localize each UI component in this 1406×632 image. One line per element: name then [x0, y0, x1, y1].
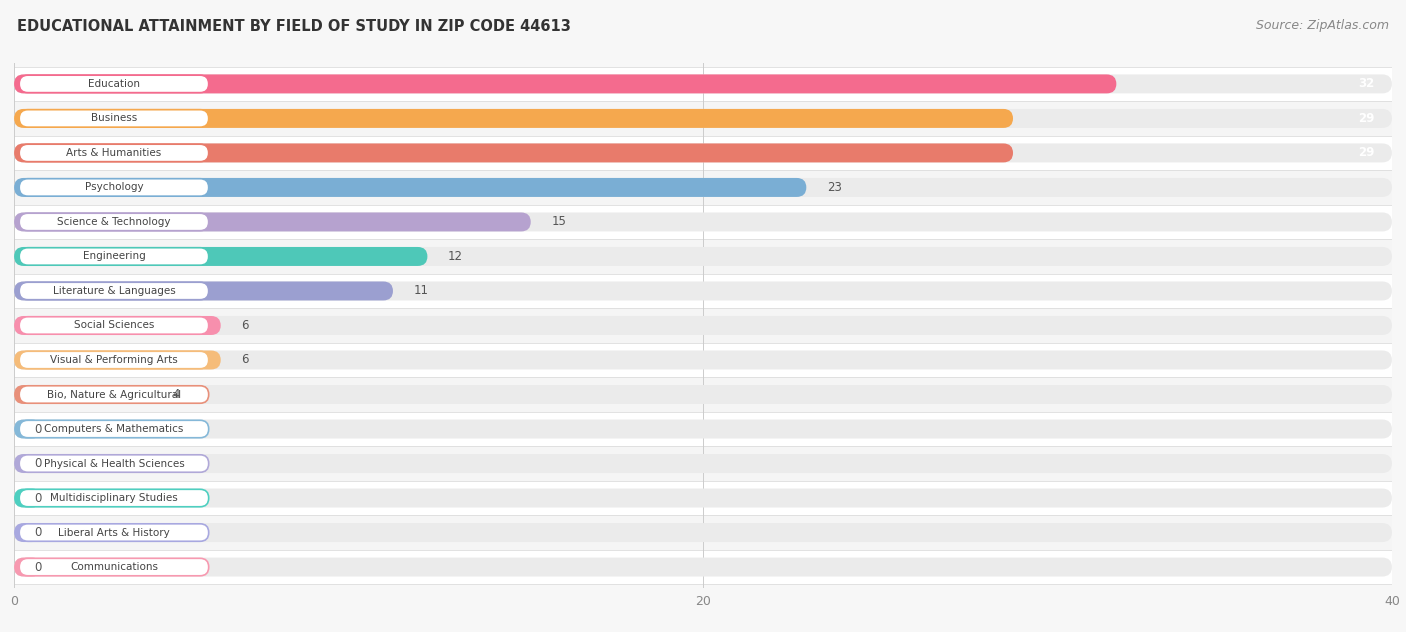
- FancyBboxPatch shape: [0, 481, 1406, 515]
- Text: Psychology: Psychology: [84, 183, 143, 192]
- Text: Social Sciences: Social Sciences: [73, 320, 155, 331]
- Text: 29: 29: [1358, 147, 1375, 159]
- Text: 4: 4: [173, 388, 180, 401]
- FancyBboxPatch shape: [14, 247, 1392, 266]
- FancyBboxPatch shape: [14, 75, 1392, 94]
- FancyBboxPatch shape: [20, 213, 208, 231]
- FancyBboxPatch shape: [14, 489, 1392, 507]
- FancyBboxPatch shape: [0, 66, 1406, 101]
- FancyBboxPatch shape: [20, 179, 208, 196]
- Text: Computers & Mathematics: Computers & Mathematics: [44, 424, 184, 434]
- Text: Communications: Communications: [70, 562, 157, 572]
- Text: 0: 0: [35, 423, 42, 435]
- FancyBboxPatch shape: [0, 239, 1406, 274]
- FancyBboxPatch shape: [14, 109, 1012, 128]
- FancyBboxPatch shape: [14, 489, 42, 507]
- FancyBboxPatch shape: [0, 136, 1406, 170]
- FancyBboxPatch shape: [20, 386, 208, 403]
- FancyBboxPatch shape: [14, 212, 1392, 231]
- Text: Physical & Health Sciences: Physical & Health Sciences: [44, 459, 184, 468]
- Text: Source: ZipAtlas.com: Source: ZipAtlas.com: [1256, 19, 1389, 32]
- FancyBboxPatch shape: [20, 248, 208, 265]
- FancyBboxPatch shape: [14, 351, 221, 370]
- Text: Science & Technology: Science & Technology: [58, 217, 170, 227]
- FancyBboxPatch shape: [20, 489, 208, 507]
- FancyBboxPatch shape: [20, 144, 208, 162]
- Text: Arts & Humanities: Arts & Humanities: [66, 148, 162, 158]
- FancyBboxPatch shape: [20, 317, 208, 334]
- FancyBboxPatch shape: [0, 446, 1406, 481]
- Text: 6: 6: [242, 353, 249, 367]
- FancyBboxPatch shape: [14, 557, 1392, 576]
- FancyBboxPatch shape: [14, 351, 1392, 370]
- FancyBboxPatch shape: [20, 283, 208, 300]
- FancyBboxPatch shape: [0, 101, 1406, 136]
- FancyBboxPatch shape: [0, 343, 1406, 377]
- Text: Liberal Arts & History: Liberal Arts & History: [58, 528, 170, 538]
- FancyBboxPatch shape: [20, 75, 208, 93]
- Text: 15: 15: [551, 216, 567, 228]
- FancyBboxPatch shape: [0, 515, 1406, 550]
- Text: 6: 6: [242, 319, 249, 332]
- FancyBboxPatch shape: [14, 143, 1012, 162]
- FancyBboxPatch shape: [14, 420, 1392, 439]
- Text: 0: 0: [35, 457, 42, 470]
- Text: Business: Business: [91, 113, 136, 123]
- Text: Bio, Nature & Agricultural: Bio, Nature & Agricultural: [46, 389, 181, 399]
- FancyBboxPatch shape: [20, 524, 208, 541]
- FancyBboxPatch shape: [14, 143, 1392, 162]
- FancyBboxPatch shape: [20, 558, 208, 576]
- FancyBboxPatch shape: [20, 420, 208, 438]
- Text: EDUCATIONAL ATTAINMENT BY FIELD OF STUDY IN ZIP CODE 44613: EDUCATIONAL ATTAINMENT BY FIELD OF STUDY…: [17, 19, 571, 34]
- FancyBboxPatch shape: [14, 212, 531, 231]
- FancyBboxPatch shape: [14, 385, 152, 404]
- FancyBboxPatch shape: [0, 377, 1406, 412]
- FancyBboxPatch shape: [14, 316, 221, 335]
- FancyBboxPatch shape: [20, 455, 208, 472]
- FancyBboxPatch shape: [14, 281, 394, 300]
- FancyBboxPatch shape: [14, 109, 1392, 128]
- FancyBboxPatch shape: [14, 178, 1392, 197]
- FancyBboxPatch shape: [0, 205, 1406, 239]
- FancyBboxPatch shape: [0, 274, 1406, 308]
- Text: Multidisciplinary Studies: Multidisciplinary Studies: [51, 493, 177, 503]
- Text: Engineering: Engineering: [83, 252, 145, 262]
- Text: Education: Education: [89, 79, 141, 89]
- Text: Literature & Languages: Literature & Languages: [52, 286, 176, 296]
- Text: 23: 23: [827, 181, 842, 194]
- FancyBboxPatch shape: [14, 523, 1392, 542]
- FancyBboxPatch shape: [14, 75, 1116, 94]
- FancyBboxPatch shape: [14, 316, 1392, 335]
- FancyBboxPatch shape: [14, 247, 427, 266]
- Text: Visual & Performing Arts: Visual & Performing Arts: [51, 355, 177, 365]
- FancyBboxPatch shape: [14, 523, 42, 542]
- Text: 11: 11: [413, 284, 429, 298]
- Text: 0: 0: [35, 526, 42, 539]
- FancyBboxPatch shape: [14, 385, 1392, 404]
- Text: 0: 0: [35, 492, 42, 504]
- Text: 12: 12: [449, 250, 463, 263]
- FancyBboxPatch shape: [20, 110, 208, 127]
- FancyBboxPatch shape: [0, 170, 1406, 205]
- FancyBboxPatch shape: [20, 351, 208, 368]
- Text: 0: 0: [35, 561, 42, 574]
- FancyBboxPatch shape: [14, 557, 42, 576]
- FancyBboxPatch shape: [14, 454, 1392, 473]
- Text: 29: 29: [1358, 112, 1375, 125]
- FancyBboxPatch shape: [0, 550, 1406, 585]
- FancyBboxPatch shape: [14, 420, 42, 439]
- Text: 32: 32: [1358, 77, 1375, 90]
- FancyBboxPatch shape: [14, 454, 42, 473]
- FancyBboxPatch shape: [14, 281, 1392, 300]
- FancyBboxPatch shape: [0, 412, 1406, 446]
- FancyBboxPatch shape: [14, 178, 807, 197]
- FancyBboxPatch shape: [0, 308, 1406, 343]
